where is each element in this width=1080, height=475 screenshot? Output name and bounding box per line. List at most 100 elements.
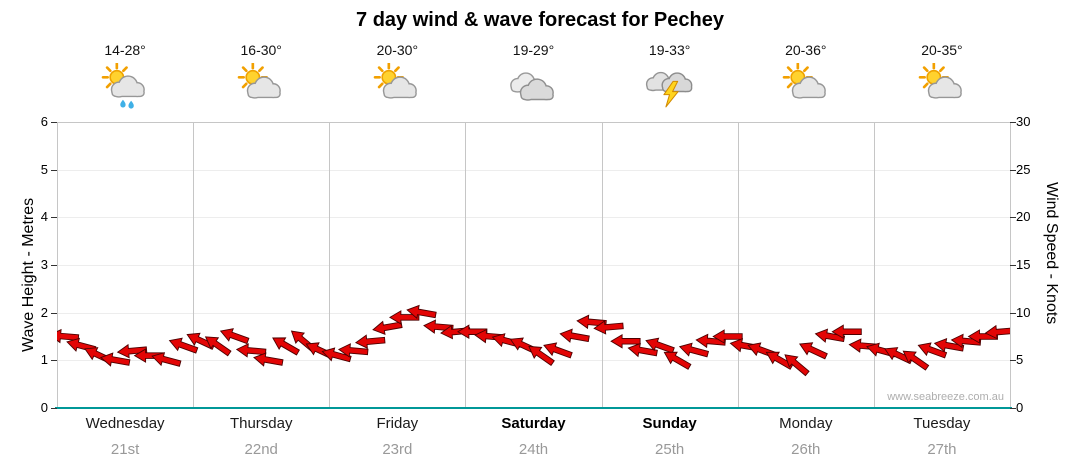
wind-arrow <box>151 352 182 367</box>
left-axis-tick-label: 2 <box>40 304 48 320</box>
right-axis-tick <box>1010 170 1016 171</box>
cloud-base <box>929 90 961 97</box>
x-axis-baseline <box>55 407 1012 409</box>
wind-arrow <box>902 350 930 371</box>
wind-arrow <box>354 334 386 349</box>
right-axis-title: Wind Speed - Knots <box>1043 182 1060 325</box>
cloud-base <box>522 92 553 99</box>
gridline-vertical <box>465 122 466 408</box>
wind-arrow <box>663 351 692 370</box>
day-name-label: Friday <box>376 415 419 432</box>
cloud-base <box>793 90 825 97</box>
left-axis-tick-label: 3 <box>40 257 48 272</box>
left-axis-tick <box>51 122 57 123</box>
left-axis-tick <box>51 313 57 314</box>
wind-arrow <box>406 304 437 320</box>
gridline-vertical <box>57 122 58 408</box>
cloud-base <box>112 89 144 96</box>
sun-ray <box>105 65 112 72</box>
sun-ray <box>241 82 248 88</box>
watermark: www.seabreeze.com.au <box>887 391 1004 403</box>
lightning-bolt <box>662 80 679 107</box>
cloud-base <box>385 90 416 97</box>
temperature-label: 20-36° <box>785 42 827 58</box>
wind-arrow <box>219 328 250 345</box>
right-axis-tick-label: 15 <box>1016 257 1031 272</box>
day-date-label: 26th <box>791 441 821 458</box>
day-name-label: Monday <box>779 415 833 432</box>
sun-ray <box>241 65 248 72</box>
sun-ray <box>258 65 265 72</box>
sun-ray <box>122 65 128 72</box>
left-axis-tick-label: 0 <box>40 400 48 415</box>
wind-arrow <box>116 343 148 359</box>
gridline-vertical <box>193 122 194 408</box>
gridline-horizontal <box>57 170 1010 171</box>
sun-ray <box>922 82 929 88</box>
weather-icon-cloud <box>465 63 601 110</box>
right-axis-tick-label: 25 <box>1016 161 1031 177</box>
gridline-vertical <box>329 122 330 408</box>
weather-icons-row <box>57 61 1010 111</box>
wind-arrow <box>253 352 284 367</box>
weather-icon-sun-cloud <box>193 62 329 110</box>
gridline-horizontal <box>57 217 1010 218</box>
wind-arrow <box>984 324 1010 340</box>
wind-arrow <box>784 354 810 377</box>
temperature-label: 20-35° <box>921 42 963 58</box>
wind-arrow <box>168 337 199 354</box>
plot-top-border <box>57 122 1010 123</box>
right-axis-tick <box>1010 408 1016 409</box>
right-axis-tick <box>1010 122 1016 123</box>
right-axis-tick-label: 10 <box>1016 304 1031 320</box>
sun-ray <box>378 82 384 88</box>
day-name-label: Tuesday <box>913 415 971 432</box>
thunderstorm-icon <box>645 71 693 107</box>
temperature-label: 19-29° <box>512 42 555 58</box>
right-axis-tick <box>1010 313 1016 314</box>
sun-cloud-icon <box>237 62 282 99</box>
chart-title: 7 day wind & wave forecast for Pechey <box>356 9 724 31</box>
gridline-horizontal <box>57 265 1010 266</box>
temperature-label: 20-30° <box>376 42 419 58</box>
gridline-vertical <box>602 122 603 408</box>
wind-arrow <box>678 342 710 358</box>
sun-ray <box>786 65 793 72</box>
right-axis-tick <box>1010 360 1016 361</box>
sun-cloud-icon <box>918 62 962 99</box>
sun-ray <box>105 82 112 88</box>
cloud-base <box>248 90 280 97</box>
right-axis-tick <box>1010 265 1016 266</box>
sun-ray <box>378 65 384 72</box>
right-axis-tick <box>1010 217 1016 218</box>
wind-arrow <box>457 324 488 339</box>
wind-arrow <box>798 342 828 360</box>
right-axis-tick-label: 5 <box>1016 352 1024 368</box>
wind-arrow <box>559 328 590 343</box>
wind-arrow <box>712 329 743 344</box>
rain-drop <box>120 99 126 108</box>
left-axis-tick <box>51 170 57 171</box>
left-axis-tick-label: 4 <box>40 209 48 225</box>
wind-arrow <box>99 352 131 367</box>
wind-arrow-chart <box>57 304 1010 377</box>
left-axis-tick <box>51 265 57 266</box>
sun-ray <box>786 82 793 88</box>
day-dates-row: 21st 22nd 23rd 24th 25th 26th 27th <box>57 441 1010 458</box>
cloud-icon <box>510 71 555 101</box>
left-axis-tick-label: 1 <box>40 352 48 368</box>
wind-arrow <box>543 342 573 359</box>
left-axis-tick <box>51 217 57 218</box>
weather-icon-sun-cloud <box>874 62 1010 110</box>
rain-drop <box>128 100 134 109</box>
sun-ray <box>922 65 929 72</box>
wind-arrow <box>235 343 267 358</box>
wind-arrow <box>593 320 624 335</box>
sun-ray <box>394 65 401 72</box>
gridline-horizontal <box>57 313 1010 314</box>
wind-arrow <box>337 343 369 358</box>
sun-cloud-rain-icon <box>101 62 145 109</box>
wind-arrow <box>645 337 675 354</box>
sun-cloud-icon <box>782 62 826 99</box>
day-name-label: Wednesday <box>85 415 165 432</box>
